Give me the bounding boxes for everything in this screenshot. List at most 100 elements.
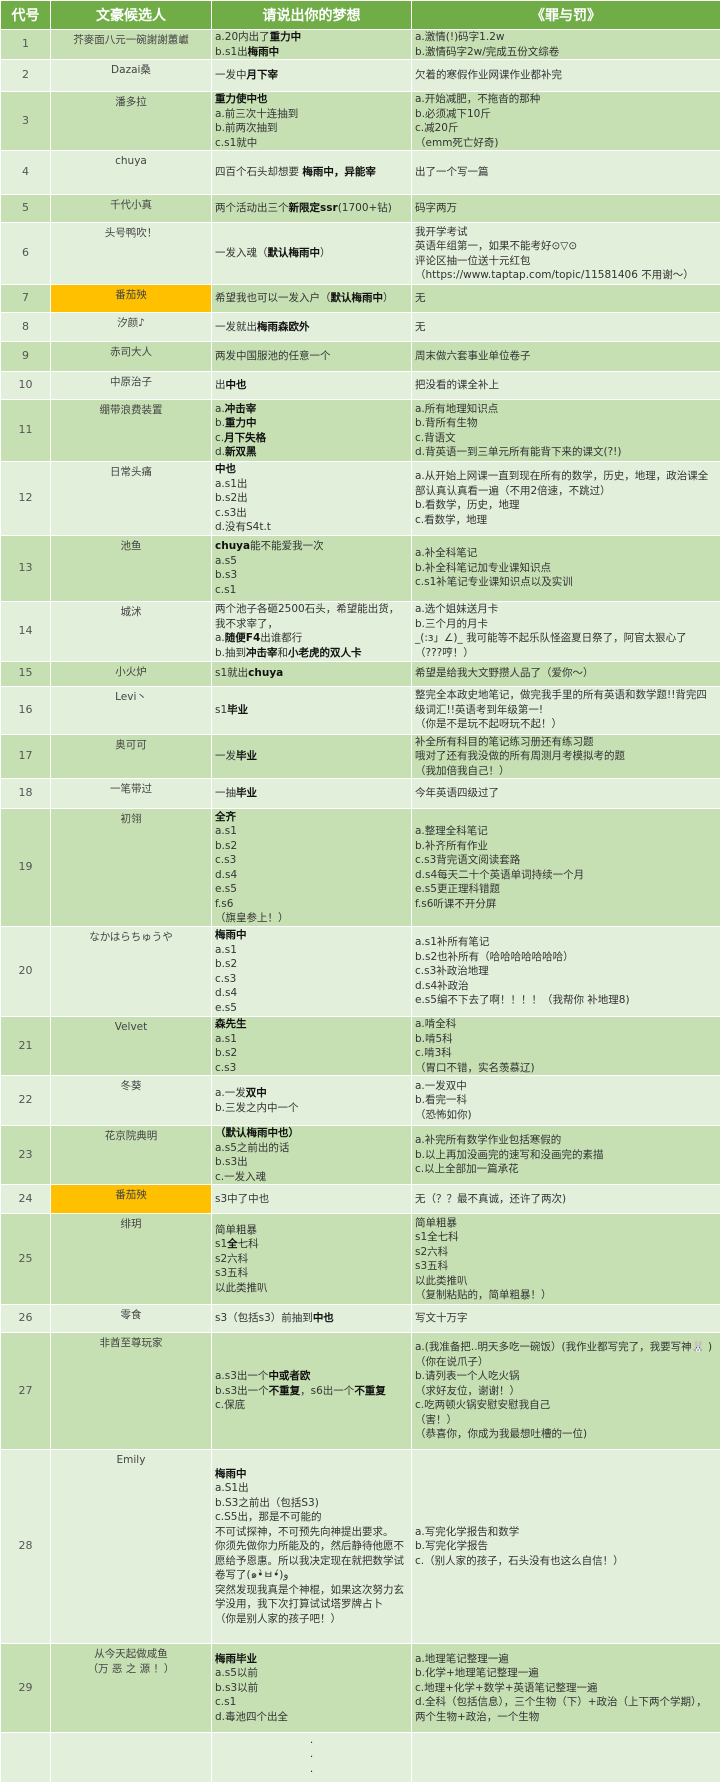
cell-line: （你是别人家的孩子吧！）	[215, 1612, 408, 1627]
row-code: 18	[1, 779, 51, 809]
text-segment: Velvet	[115, 1021, 148, 1033]
text-segment: 希望是给我大文野攒人品了（爱你～）	[415, 667, 594, 679]
cell-line: b.s3以前	[215, 1681, 408, 1696]
cell-line: s3（包括s3）前抽到中也	[215, 1311, 408, 1326]
text-segment: a.s5	[215, 555, 237, 567]
table-row-continuation: ···	[1, 1733, 720, 1783]
cell-line: c.s1	[215, 1695, 408, 1710]
bold-text: 梅雨森欧外	[257, 321, 310, 333]
text-segment: 希望我也可以一发入户（	[215, 292, 331, 304]
cell-line: 评论区抽一位送十元红包	[415, 254, 717, 269]
dream-cell: 一发就出梅雨森欧外	[212, 313, 412, 342]
text-segment: 一发就出	[215, 321, 257, 333]
candidate-name: 赤司大人	[51, 342, 212, 372]
cell-line: s1全七科	[215, 1237, 408, 1252]
ellipsis-dot: ·	[215, 1736, 408, 1751]
text-segment: b.s2	[215, 958, 237, 970]
text-segment: c.s3	[215, 973, 236, 985]
cell-line: （万 恶 之 源 ！）	[54, 1662, 208, 1677]
text-segment: c.s3背完语文阅读套路	[415, 854, 520, 866]
text-segment: e.s5编不下去了啊！！！！（我帮你 补地理8)	[415, 994, 630, 1006]
candidate-name: なかはらちゅうや	[51, 927, 212, 1017]
text-segment: b.必须减下10斤	[415, 108, 491, 120]
text-segment: b.请列表一个人吃火锅	[415, 1370, 520, 1382]
cell-line: 梅雨中	[215, 1467, 408, 1482]
text-segment: Emily	[117, 1454, 146, 1466]
text-segment: a.选个姐妹送月卡	[415, 603, 498, 615]
text-segment: b.	[215, 417, 225, 429]
bold-text: 中也	[313, 1312, 334, 1324]
cell-line: 以此类推叭	[215, 1281, 408, 1296]
cell-line: c.s3背完语文阅读套路	[415, 853, 717, 868]
row-code: 23	[1, 1126, 51, 1185]
cell-line: s3五科	[415, 1259, 717, 1274]
text-segment: s1全七科	[415, 1231, 459, 1243]
text-segment: 以此类推叭	[415, 1275, 468, 1287]
dream-cell: 两发中国服池的任意一个	[212, 342, 412, 372]
cell-line: 一抽毕业	[215, 786, 408, 801]
cell-line: _(:з」∠)_ 我可能等不起乐队怪盗夏日祭了，阿官太狠心了 （???哼！）	[415, 631, 717, 660]
text-segment: 千代小真	[110, 199, 152, 211]
cell-line: c.s3	[215, 1061, 408, 1076]
text-segment: c.一发入魂	[215, 1171, 266, 1183]
cell-line: 出了一个写一篇	[415, 165, 717, 180]
cell-line: 赤司大人	[54, 345, 208, 360]
ellipsis-dot: ·	[215, 1750, 408, 1765]
cell-line: b.补齐所有作业	[415, 839, 717, 854]
cell-line: 一发入魂（默认梅雨中）	[215, 246, 408, 261]
cell-line: 初翎	[54, 812, 208, 827]
candidate-name: 花京院典明	[51, 1126, 212, 1185]
text-segment: c.看数学，地理	[415, 514, 487, 526]
text-segment: 突然发现我真是个神棍，如果这次努力玄学没用，我下次打算试试塔罗牌占卜	[215, 1584, 404, 1611]
candidate-name: 中原治子	[51, 372, 212, 400]
cell-line: c.s3	[215, 853, 408, 868]
cell-line: 绯玥	[54, 1217, 208, 1232]
cell-line: b.背所有生物	[415, 416, 717, 431]
bold-text: chuya	[248, 667, 283, 679]
bold-text: 默认梅雨中	[268, 247, 321, 259]
cell-line: 简单粗暴	[415, 1216, 717, 1231]
text-segment: 七科	[238, 1238, 259, 1250]
row-code: 5	[1, 195, 51, 223]
text-segment: 芥麥面八元一碗謝謝蕙巘	[73, 34, 189, 46]
header-dream: 请说出你的梦想	[212, 1, 412, 30]
cell-line: 重力使中也	[215, 92, 408, 107]
cell-line: 整完全本政史地笔记，做完我手里的所有英语和数学题!!背完四级词汇!!英语考到年级…	[415, 688, 717, 717]
text-segment: 从今天起做咸鱼	[94, 1648, 168, 1660]
text-segment: chuya	[115, 155, 147, 167]
text-segment: c.s3	[215, 854, 236, 866]
cell-line: b.啃5科	[415, 1032, 717, 1047]
cell-line: 两个池子各砸2500石头，希望能出货，我不求宰了，	[215, 602, 408, 631]
text-segment: b.看数学，历史，地理	[415, 499, 520, 511]
cell-line: （恐怖如你)	[415, 1108, 717, 1123]
crime-cell: 码字两万	[412, 195, 720, 223]
text-segment: c.s1	[215, 584, 236, 596]
candidate-name: 日常头痛	[51, 462, 212, 536]
row-code: 7	[1, 285, 51, 313]
cell-line: d.毒池四个出全	[215, 1710, 408, 1725]
cell-line: 出中也	[215, 378, 408, 393]
text-segment: e.s5	[215, 883, 237, 895]
dream-cell: s3中了中也	[212, 1185, 412, 1214]
text-segment: c.（别人家的孩子，石头没有也这么自信！）	[415, 1555, 624, 1567]
text-segment: 评论区抽一位送十元红包	[415, 255, 531, 267]
cell-line: 日常头痛	[54, 465, 208, 480]
candidate-name: chuya	[51, 151, 212, 195]
row-code: 6	[1, 223, 51, 285]
text-segment: 绯玥	[121, 1218, 142, 1230]
cell-line: f.s6听课不开分屏	[415, 897, 717, 912]
text-segment: （你在说爪子）	[415, 1356, 489, 1368]
text-segment: 简单粗暴	[215, 1224, 257, 1236]
dream-cell: 一发中月下宰	[212, 60, 412, 92]
ellipsis-dot: ·	[215, 1765, 408, 1780]
